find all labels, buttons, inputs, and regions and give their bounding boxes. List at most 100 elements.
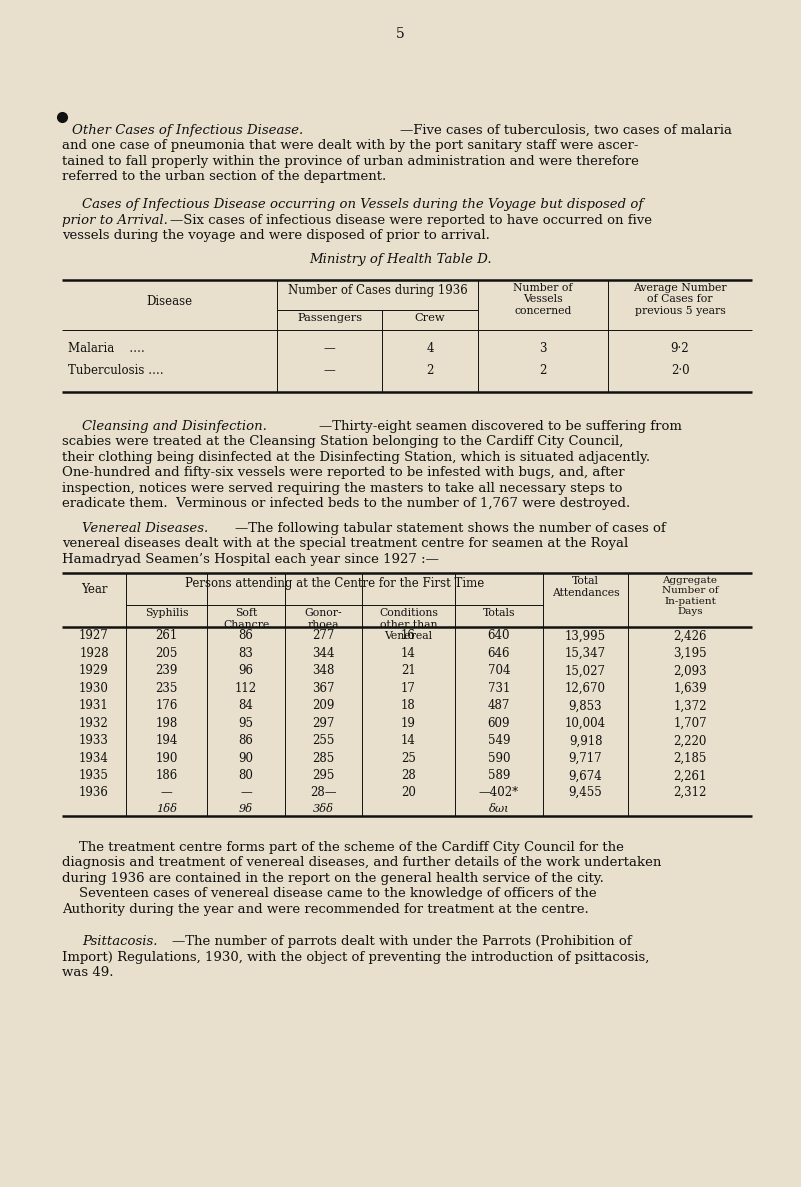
Text: their clothing being disinfected at the Disinfecting Station, which is situated : their clothing being disinfected at the … — [62, 451, 650, 464]
Text: —Five cases of tuberculosis, two cases of malaria: —Five cases of tuberculosis, two cases o… — [400, 123, 732, 137]
Text: 5: 5 — [396, 27, 405, 42]
Text: 18: 18 — [401, 699, 416, 712]
Text: Import) Regulations, 1930, with the object of preventing the introduction of psi: Import) Regulations, 1930, with the obje… — [62, 951, 650, 964]
Text: 367: 367 — [312, 681, 335, 694]
Text: 28: 28 — [401, 769, 416, 782]
Text: 1930: 1930 — [79, 681, 109, 694]
Text: Syphilis: Syphilis — [145, 608, 188, 618]
Text: 90: 90 — [239, 751, 253, 764]
Text: Gonor-
rhoea: Gonor- rhoea — [304, 608, 342, 629]
Text: Cleansing and Disinfection.: Cleansing and Disinfection. — [82, 420, 267, 432]
Text: 10,004: 10,004 — [565, 717, 606, 730]
Text: and one case of pneumonia that were dealt with by the port sanitary staff were a: and one case of pneumonia that were deal… — [62, 140, 638, 152]
Text: 2: 2 — [539, 363, 547, 376]
Text: 194: 194 — [155, 735, 178, 748]
Text: 21: 21 — [401, 665, 416, 678]
Text: during 1936 are contained in the report on the general health service of the cit: during 1936 are contained in the report … — [62, 871, 604, 884]
Text: 28—: 28— — [310, 786, 336, 799]
Text: 295: 295 — [312, 769, 335, 782]
Text: 1928: 1928 — [79, 647, 109, 660]
Text: 589: 589 — [488, 769, 510, 782]
Text: 25: 25 — [401, 751, 416, 764]
Text: The treatment centre forms part of the scheme of the Cardiff City Council for th: The treatment centre forms part of the s… — [62, 840, 624, 853]
Text: 112: 112 — [235, 681, 257, 694]
Text: vessels during the voyage and were disposed of prior to arrival.: vessels during the voyage and were dispo… — [62, 229, 490, 242]
Text: 186: 186 — [155, 769, 178, 782]
Text: Tuberculosis ….: Tuberculosis …. — [68, 363, 163, 376]
Text: Hamadryad Seamen’s Hospital each year since 1927 :—: Hamadryad Seamen’s Hospital each year si… — [62, 553, 439, 566]
Text: Number of
Vessels
concerned: Number of Vessels concerned — [513, 283, 573, 316]
Text: 198: 198 — [155, 717, 178, 730]
Text: 2,220: 2,220 — [674, 735, 706, 748]
Text: 9δ: 9δ — [239, 804, 253, 813]
Text: 549: 549 — [488, 735, 510, 748]
Text: Venereal Diseases.: Venereal Diseases. — [82, 522, 208, 535]
Text: 1935: 1935 — [79, 769, 109, 782]
Text: 80: 80 — [239, 769, 253, 782]
Text: 731: 731 — [488, 681, 510, 694]
Text: 2·0: 2·0 — [670, 363, 690, 376]
Text: 9,853: 9,853 — [569, 699, 602, 712]
Text: 9,674: 9,674 — [569, 769, 602, 782]
Text: 176: 176 — [155, 699, 178, 712]
Text: —The number of parrots dealt with under the Parrots (Prohibition of: —The number of parrots dealt with under … — [172, 935, 632, 948]
Text: Crew: Crew — [415, 312, 445, 323]
Text: diagnosis and treatment of venereal diseases, and further details of the work un: diagnosis and treatment of venereal dise… — [62, 856, 662, 869]
Text: 704: 704 — [488, 665, 510, 678]
Text: 297: 297 — [312, 717, 335, 730]
Text: 2,261: 2,261 — [674, 769, 706, 782]
Text: 86: 86 — [239, 735, 253, 748]
Text: 2,185: 2,185 — [674, 751, 706, 764]
Text: 235: 235 — [155, 681, 178, 694]
Text: 2,426: 2,426 — [674, 629, 706, 642]
Text: 1932: 1932 — [79, 717, 109, 730]
Text: 96: 96 — [239, 665, 253, 678]
Text: 344: 344 — [312, 647, 335, 660]
Text: 3: 3 — [539, 342, 547, 355]
Text: 239: 239 — [155, 665, 178, 678]
Text: 20: 20 — [401, 786, 416, 799]
Text: 1,707: 1,707 — [673, 717, 706, 730]
Text: 86: 86 — [239, 629, 253, 642]
Text: inspection, notices were served requiring the masters to take all necessary step: inspection, notices were served requirin… — [62, 482, 622, 495]
Text: —Thirty-eight seamen discovered to be suffering from: —Thirty-eight seamen discovered to be su… — [319, 420, 682, 432]
Text: 9,455: 9,455 — [569, 786, 602, 799]
Text: 487: 487 — [488, 699, 510, 712]
Text: Ministry of Health Table D.: Ministry of Health Table D. — [309, 253, 492, 266]
Text: 348: 348 — [312, 665, 335, 678]
Text: Number of Cases during 1936: Number of Cases during 1936 — [288, 284, 467, 297]
Text: One-hundred and fifty-six vessels were reported to be infested with bugs, and, a: One-hundred and fifty-six vessels were r… — [62, 466, 625, 480]
Text: was 49.: was 49. — [62, 966, 114, 979]
Text: 285: 285 — [312, 751, 335, 764]
Text: 15,027: 15,027 — [565, 665, 606, 678]
Text: 1δδ: 1δδ — [156, 804, 177, 813]
Text: Year: Year — [81, 583, 107, 596]
Text: Disease: Disease — [147, 294, 192, 307]
Text: Passengers: Passengers — [297, 312, 362, 323]
Text: Cases of Infectious Disease occurring on Vessels during the Voyage but disposed : Cases of Infectious Disease occurring on… — [82, 198, 643, 211]
Text: —402*: —402* — [479, 786, 519, 799]
Text: 205: 205 — [155, 647, 178, 660]
Text: 1936: 1936 — [79, 786, 109, 799]
Text: 1931: 1931 — [79, 699, 109, 712]
Text: —: — — [161, 786, 172, 799]
Text: Total
Attendances: Total Attendances — [552, 576, 619, 598]
Text: 2,312: 2,312 — [674, 786, 706, 799]
Text: referred to the urban section of the department.: referred to the urban section of the dep… — [62, 171, 386, 184]
Text: 16: 16 — [401, 629, 416, 642]
Text: 14: 14 — [401, 735, 416, 748]
Text: 1933: 1933 — [79, 735, 109, 748]
Text: 83: 83 — [239, 647, 253, 660]
Text: Totals: Totals — [483, 608, 515, 618]
Text: 12,670: 12,670 — [565, 681, 606, 694]
Text: 190: 190 — [155, 751, 178, 764]
Text: Persons attending at the Centre for the First Time: Persons attending at the Centre for the … — [185, 577, 484, 590]
Text: 1927: 1927 — [79, 629, 109, 642]
Text: 3δδ: 3δδ — [313, 804, 334, 813]
Text: 1934: 1934 — [79, 751, 109, 764]
Text: Other Cases of Infectious Disease.: Other Cases of Infectious Disease. — [72, 123, 304, 137]
Text: 209: 209 — [312, 699, 335, 712]
Text: 1929: 1929 — [79, 665, 109, 678]
Text: 95: 95 — [239, 717, 253, 730]
Text: Soft
Chancre: Soft Chancre — [223, 608, 269, 629]
